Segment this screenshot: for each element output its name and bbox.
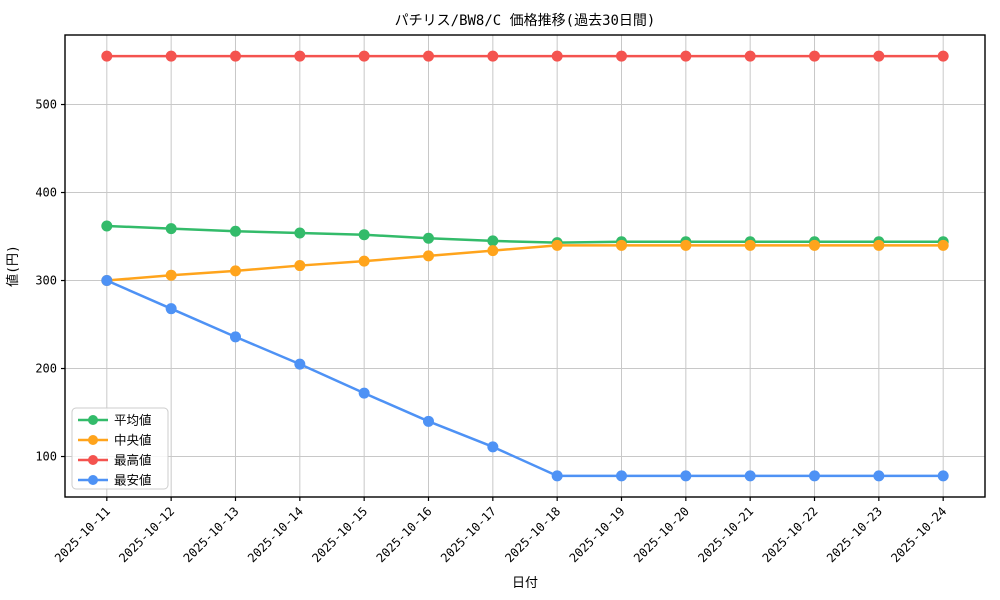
series-max-marker (616, 50, 628, 62)
legend-label: 最高値 (114, 453, 152, 468)
series-median-marker (487, 245, 499, 257)
series-min-marker (937, 470, 949, 482)
series-min-marker (616, 470, 628, 482)
series-average-marker (358, 229, 370, 241)
y-axis-label: 値(円) (5, 245, 21, 287)
legend-item-max: 最高値 (78, 453, 152, 468)
series-max-marker (487, 50, 499, 62)
x-tick-label: 2025-10-23 (824, 504, 885, 565)
series-min-marker (229, 331, 241, 343)
series-average-marker (229, 225, 241, 237)
series-min-marker (487, 441, 499, 453)
y-tick-label: 300 (35, 274, 57, 288)
legend-marker (88, 475, 98, 485)
series-max-marker (229, 50, 241, 62)
series-median-line (105, 244, 945, 282)
legend-label: 平均値 (114, 413, 152, 428)
legend-item-median: 中央値 (78, 433, 152, 448)
series-max-marker (873, 50, 885, 62)
x-tick-label: 2025-10-19 (567, 504, 628, 565)
series-median-marker (551, 239, 563, 251)
series-max-marker (680, 50, 692, 62)
x-tick-label: 2025-10-22 (760, 504, 821, 565)
x-tick-label: 2025-10-24 (888, 504, 949, 565)
x-tick-label: 2025-10-14 (245, 504, 306, 565)
series-max-marker (937, 50, 949, 62)
series-min-marker (101, 275, 113, 287)
tick-marks (61, 103, 944, 501)
plot-background (65, 35, 985, 497)
y-tick-label: 400 (35, 186, 57, 200)
x-tick-labels: 2025-10-11 2025-10-12 2025-10-13 2025-10-14… (52, 504, 949, 565)
y-tick-label: 500 (35, 98, 57, 112)
series-median-marker (294, 260, 306, 272)
legend-label: 最安値 (114, 473, 152, 488)
series-max (101, 50, 949, 62)
series-max-marker (422, 50, 434, 62)
series-median-marker (680, 239, 692, 251)
x-tick-label: 2025-10-21 (695, 504, 756, 565)
series-median-marker (616, 239, 628, 251)
series-max-marker (358, 50, 370, 62)
x-tick-label: 2025-10-12 (116, 504, 177, 565)
legend-marker (88, 455, 98, 465)
series-max-marker (101, 50, 113, 62)
series-max-marker (294, 50, 306, 62)
y-tick-label: 200 (35, 362, 57, 376)
x-axis-label: 日付 (512, 576, 538, 591)
series-median-marker (229, 265, 241, 277)
series-min-marker (680, 470, 692, 482)
y-tick-label: 100 (35, 450, 57, 464)
legend-item-average: 平均値 (78, 413, 152, 428)
series-min-marker (873, 470, 885, 482)
series-average-marker (422, 232, 434, 244)
series-median-marker (744, 239, 756, 251)
legend-label: 中央値 (114, 433, 152, 448)
series-min-marker (809, 470, 821, 482)
legend-box (71, 407, 169, 490)
x-tick-label: 2025-10-15 (309, 504, 370, 565)
x-tick-label: 2025-10-16 (374, 504, 435, 565)
series-max-marker (744, 50, 756, 62)
series-max-marker (551, 50, 563, 62)
series-min-marker (165, 303, 177, 315)
series-median-marker (809, 239, 821, 251)
series-average-marker (294, 227, 306, 239)
y-tick-labels: 100 200 300 400 500 (35, 98, 57, 464)
series-median-marker (937, 239, 949, 251)
series-min-marker (358, 387, 370, 399)
series-median (101, 239, 949, 287)
series-average-marker (487, 235, 499, 247)
series-min-line (105, 279, 945, 478)
series-min-marker (551, 470, 563, 482)
series-max-marker (165, 50, 177, 62)
chart-title: パチリス/BW8/C 価格推移(過去30日間) (395, 13, 656, 29)
x-tick-label: 2025-10-13 (181, 504, 242, 565)
series-average-marker (101, 220, 113, 232)
legend-marker (88, 435, 98, 445)
x-tick-label: 2025-10-17 (438, 504, 499, 565)
gridlines (65, 35, 985, 497)
legend-marker (88, 415, 98, 425)
x-tick-label: 2025-10-18 (502, 504, 563, 565)
x-tick-label: 2025-10-11 (52, 504, 113, 565)
series-median-marker (422, 250, 434, 262)
plot-border (64, 34, 986, 498)
series-average-marker (165, 223, 177, 235)
legend-item-min: 最安値 (78, 473, 152, 488)
series-min-marker (744, 470, 756, 482)
series-median-marker (165, 269, 177, 281)
series-average-line (105, 224, 945, 244)
series-median-marker (358, 255, 370, 267)
x-tick-label: 2025-10-20 (631, 504, 692, 565)
series-min-marker (294, 358, 306, 370)
series-min (101, 275, 949, 482)
series-median-marker (873, 239, 885, 251)
series-min-marker (422, 415, 434, 427)
series-max-marker (809, 50, 821, 62)
